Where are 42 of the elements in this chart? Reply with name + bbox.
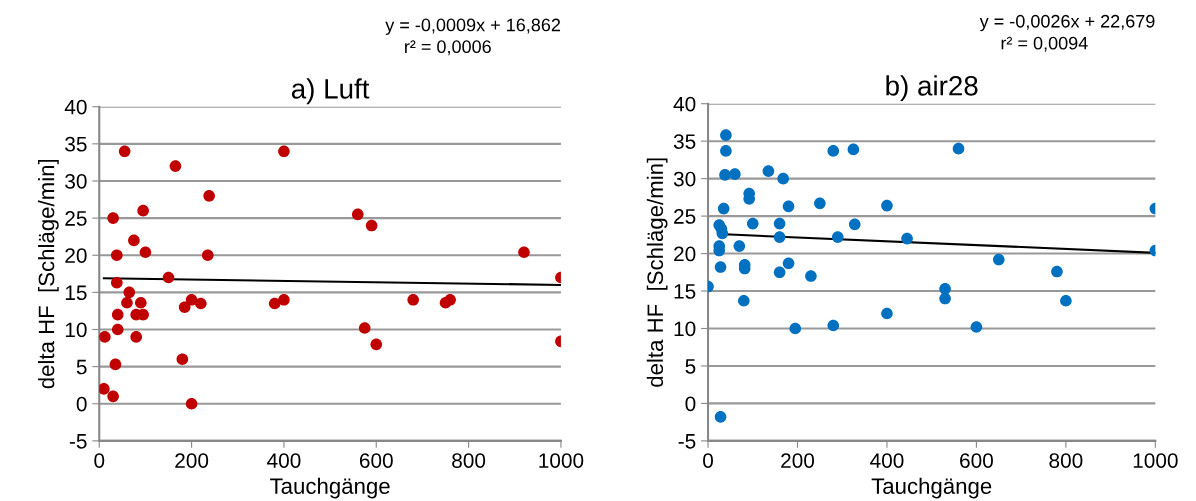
y-tick-label: 20 (65, 248, 87, 263)
x-tick-label: 400 (870, 453, 904, 468)
y-tick-label: -5 (678, 434, 696, 449)
x-tick-label: 800 (452, 453, 486, 468)
text: r² = 0,0094 (1001, 36, 1088, 52)
text: y = -0,0026x + 22,679 (979, 14, 1155, 32)
x-tick-label: 0 (703, 453, 714, 468)
y-tick-label: 30 (673, 171, 696, 187)
y-tick-label: 40 (673, 96, 696, 112)
y-tick-label: 10 (65, 322, 87, 338)
y-tick-label: 25 (674, 209, 696, 224)
x-tick-label: 600 (359, 453, 393, 468)
x-axis-title: Tauchgänge (871, 477, 992, 499)
y-tick-label: 35 (673, 134, 696, 149)
x-tick-label: 0 (94, 453, 105, 468)
x-tick-label: 1000 (1133, 453, 1178, 468)
y-tick-label: 0 (76, 396, 87, 412)
y-tick-label: 40 (64, 99, 87, 115)
x-tick-label: 600 (960, 453, 993, 468)
y-axis-title: delta HF [Schläge/min] (38, 159, 59, 389)
chart-title: a) Luft (291, 78, 370, 105)
text: r² = 0,0006 (405, 40, 491, 56)
y-tick-label: 15 (674, 284, 696, 299)
y-tick-label: 30 (65, 173, 87, 189)
y-tick-label: 35 (65, 136, 87, 152)
x-tick-label: 400 (267, 453, 301, 468)
x-axis-title: Tauchgänge (270, 477, 390, 499)
y-tick-label: 25 (65, 211, 87, 226)
y-axis-title: delta HF [Schläge/min] (646, 158, 668, 387)
x-tick-label: 200 (175, 453, 209, 468)
y-tick-label: 15 (65, 285, 87, 301)
y-tick-label: 0 (685, 396, 696, 412)
x-tick-label: 200 (781, 453, 815, 468)
x-tick-label: 1000 (539, 453, 584, 468)
chart-title: b) air28 (886, 75, 978, 102)
y-tick-label: 5 (685, 359, 696, 374)
y-tick-label: 10 (674, 321, 696, 337)
x-tick-label: 800 (1049, 453, 1083, 468)
y-tick-label: -5 (69, 434, 87, 449)
y-tick-label: 5 (76, 359, 87, 375)
text: y = -0,0009x + 16,862 (385, 18, 561, 35)
y-tick-label: 20 (674, 246, 696, 262)
